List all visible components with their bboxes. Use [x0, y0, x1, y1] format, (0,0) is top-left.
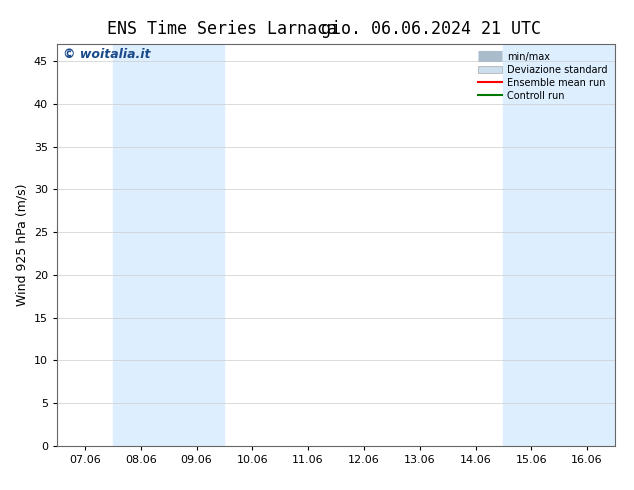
- Text: ENS Time Series Larnaca: ENS Time Series Larnaca: [107, 20, 337, 38]
- Text: gio. 06.06.2024 21 UTC: gio. 06.06.2024 21 UTC: [321, 20, 541, 38]
- Bar: [113, 44, 169, 446]
- Bar: [587, 44, 615, 446]
- Bar: [503, 44, 559, 446]
- Bar: [169, 44, 224, 446]
- Legend: min/max, Deviazione standard, Ensemble mean run, Controll run: min/max, Deviazione standard, Ensemble m…: [475, 49, 610, 103]
- Text: © woitalia.it: © woitalia.it: [63, 48, 150, 61]
- Y-axis label: Wind 925 hPa (m/s): Wind 925 hPa (m/s): [15, 184, 29, 306]
- Bar: [559, 44, 615, 446]
